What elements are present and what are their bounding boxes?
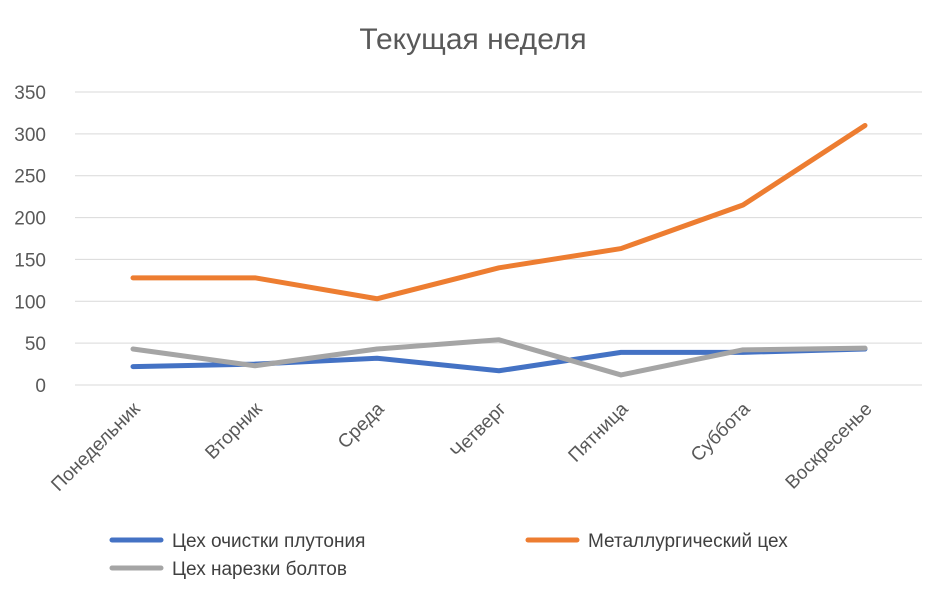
x-category-label: Среда [334, 398, 389, 453]
y-tick-label: 250 [14, 167, 46, 188]
x-category-label: Воскресенье [782, 399, 877, 494]
y-tick-label: 100 [14, 292, 46, 313]
y-tick-label: 300 [14, 125, 46, 146]
series-line-2 [130, 337, 868, 378]
x-category-label: Суббота [687, 398, 755, 466]
chart-title: Текущая неделя [359, 23, 586, 56]
y-tick-label: 200 [14, 209, 46, 230]
legend-label: Цех очистки плутония [172, 531, 365, 552]
x-category-label: Понедельник [47, 398, 145, 496]
y-tick-label: 150 [14, 250, 46, 271]
y-axis-tick-labels: 0 50 100 150 200 250 300 350 [14, 83, 46, 397]
y-tick-label: 350 [14, 83, 46, 104]
legend: Цех очистки плутония Металлургический цех… [109, 531, 788, 580]
series-lines [130, 122, 868, 378]
x-category-label: Четверг [447, 399, 511, 463]
series-line-0 [130, 346, 868, 374]
x-category-label: Пятница [565, 398, 633, 466]
legend-label: Цех нарезки болтов [172, 559, 347, 580]
x-axis-category-labels: Понедельник Вторник Среда Четверг Пятница Суб… [47, 398, 876, 496]
series-line-1 [130, 122, 868, 302]
y-tick-label: 0 [35, 376, 46, 397]
x-category-label: Вторник [201, 398, 267, 464]
y-tick-label: 50 [25, 334, 46, 355]
legend-label: Металлургический цех [588, 531, 788, 552]
gridlines [75, 91, 922, 386]
